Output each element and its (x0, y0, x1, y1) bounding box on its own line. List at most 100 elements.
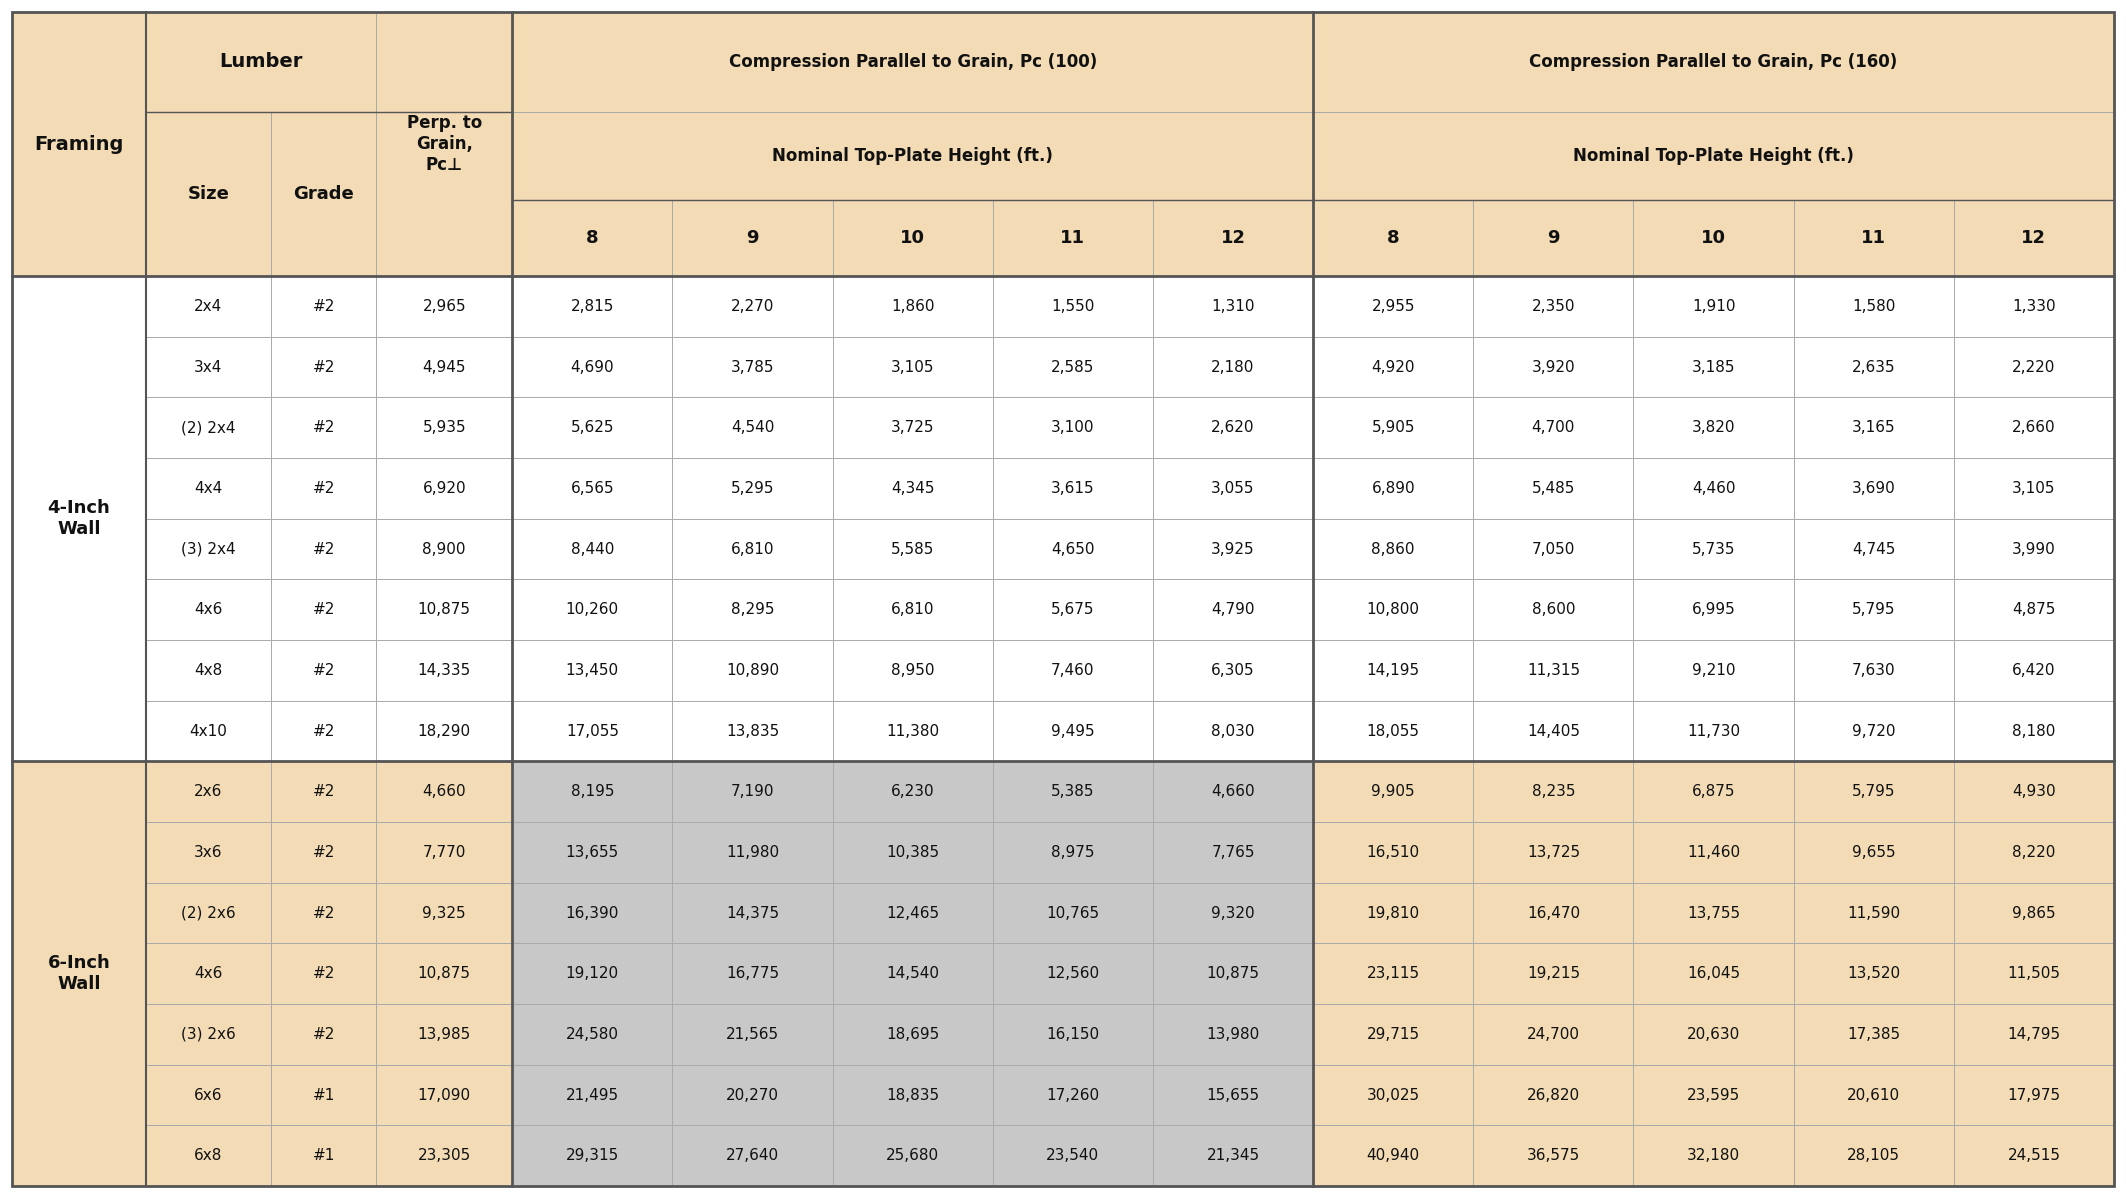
Text: 3,785: 3,785 (731, 359, 774, 375)
Text: 3,615: 3,615 (1050, 480, 1095, 496)
Text: 6x6: 6x6 (193, 1088, 223, 1102)
Text: 32,180: 32,180 (1688, 1148, 1739, 1163)
Bar (147, 640, 270, 701)
Text: 18,290: 18,290 (417, 724, 470, 739)
Bar (270, 822, 376, 883)
Text: 5,385: 5,385 (1050, 785, 1095, 799)
Bar (672, 762, 833, 822)
Text: #2: #2 (313, 662, 334, 678)
Bar (1152, 762, 1314, 822)
Bar (512, 519, 672, 580)
Text: 5,735: 5,735 (1692, 541, 1735, 557)
Bar (270, 1125, 376, 1186)
Text: 26,820: 26,820 (1526, 1088, 1580, 1102)
Text: 13,980: 13,980 (1205, 1027, 1261, 1042)
Bar (1633, 519, 1794, 580)
Text: 2,180: 2,180 (1212, 359, 1254, 375)
Text: 16,510: 16,510 (1367, 845, 1420, 860)
Bar (1633, 398, 1794, 458)
Text: 30,025: 30,025 (1367, 1088, 1420, 1102)
Text: 4,790: 4,790 (1212, 603, 1254, 617)
Text: 19,215: 19,215 (1526, 967, 1580, 981)
Text: 19,120: 19,120 (566, 967, 619, 981)
Bar (147, 519, 270, 580)
Bar (833, 883, 993, 943)
Text: 21,495: 21,495 (566, 1088, 619, 1102)
Text: 11,590: 11,590 (1847, 906, 1901, 920)
Bar (1152, 458, 1314, 519)
Text: 36,575: 36,575 (1526, 1148, 1580, 1163)
Text: 24,580: 24,580 (566, 1027, 619, 1042)
Text: 10: 10 (1701, 229, 1726, 247)
Text: 10,800: 10,800 (1367, 603, 1420, 617)
Text: 14,195: 14,195 (1367, 662, 1420, 678)
Text: 4,700: 4,700 (1531, 420, 1575, 435)
Bar (1473, 883, 1633, 943)
Text: 11: 11 (1860, 229, 1886, 247)
Bar (833, 398, 993, 458)
Text: 3,165: 3,165 (1852, 420, 1896, 435)
Text: 2,585: 2,585 (1050, 359, 1095, 375)
Bar (1794, 822, 1954, 883)
Bar (672, 519, 833, 580)
Text: 3,100: 3,100 (1050, 420, 1095, 435)
Bar (833, 640, 993, 701)
Bar (1794, 200, 1954, 277)
Text: 21,565: 21,565 (725, 1027, 778, 1042)
Text: 10,875: 10,875 (1208, 967, 1259, 981)
Bar (147, 398, 270, 458)
Text: 9,655: 9,655 (1852, 845, 1896, 860)
Bar (1152, 580, 1314, 640)
Bar (1473, 762, 1633, 822)
Bar (512, 277, 672, 337)
Bar (147, 943, 270, 1004)
Bar (672, 883, 833, 943)
Text: 17,385: 17,385 (1847, 1027, 1901, 1042)
Bar (147, 762, 270, 822)
Text: 4,540: 4,540 (731, 420, 774, 435)
Text: 2x6: 2x6 (193, 785, 223, 799)
Bar (147, 1065, 270, 1125)
Bar (833, 701, 993, 762)
Text: 2,965: 2,965 (423, 300, 466, 314)
Text: 14,405: 14,405 (1526, 724, 1580, 739)
Text: #2: #2 (313, 906, 334, 920)
Bar (512, 883, 672, 943)
Bar (672, 1125, 833, 1186)
Text: 12: 12 (2022, 229, 2047, 247)
Text: 16,390: 16,390 (566, 906, 619, 920)
Bar (833, 337, 993, 398)
Text: 15,655: 15,655 (1205, 1088, 1259, 1102)
Bar (672, 277, 833, 337)
Bar (1314, 398, 1473, 458)
Text: 20,270: 20,270 (725, 1088, 778, 1102)
Bar (1794, 580, 1954, 640)
Text: 11: 11 (1061, 229, 1086, 247)
Bar (270, 883, 376, 943)
Text: 9,865: 9,865 (2011, 906, 2056, 920)
Text: 10,875: 10,875 (417, 967, 470, 981)
Text: 11,980: 11,980 (725, 845, 778, 860)
Text: #1: #1 (313, 1088, 334, 1102)
Text: 8,440: 8,440 (570, 541, 614, 557)
Text: 14,375: 14,375 (725, 906, 778, 920)
Text: 5,795: 5,795 (1852, 603, 1896, 617)
Text: Nominal Top-Plate Height (ft.): Nominal Top-Plate Height (ft.) (772, 147, 1052, 165)
Bar (672, 943, 833, 1004)
Bar (993, 701, 1152, 762)
Text: 8: 8 (587, 229, 600, 247)
Bar (1954, 1125, 2113, 1186)
Bar (1152, 883, 1314, 943)
Text: 10,385: 10,385 (887, 845, 940, 860)
Bar (270, 458, 376, 519)
Text: 29,715: 29,715 (1367, 1027, 1420, 1042)
Bar (147, 277, 270, 337)
Text: Perp. to
Grain,
Pᴄ⊥: Perp. to Grain, Pᴄ⊥ (406, 114, 483, 174)
Bar (1954, 762, 2113, 822)
Text: #2: #2 (313, 480, 334, 496)
Text: (2) 2x4: (2) 2x4 (181, 420, 236, 435)
Text: #2: #2 (313, 420, 334, 435)
Text: 23,595: 23,595 (1686, 1088, 1741, 1102)
Bar (993, 943, 1152, 1004)
Text: 5,295: 5,295 (731, 480, 774, 496)
